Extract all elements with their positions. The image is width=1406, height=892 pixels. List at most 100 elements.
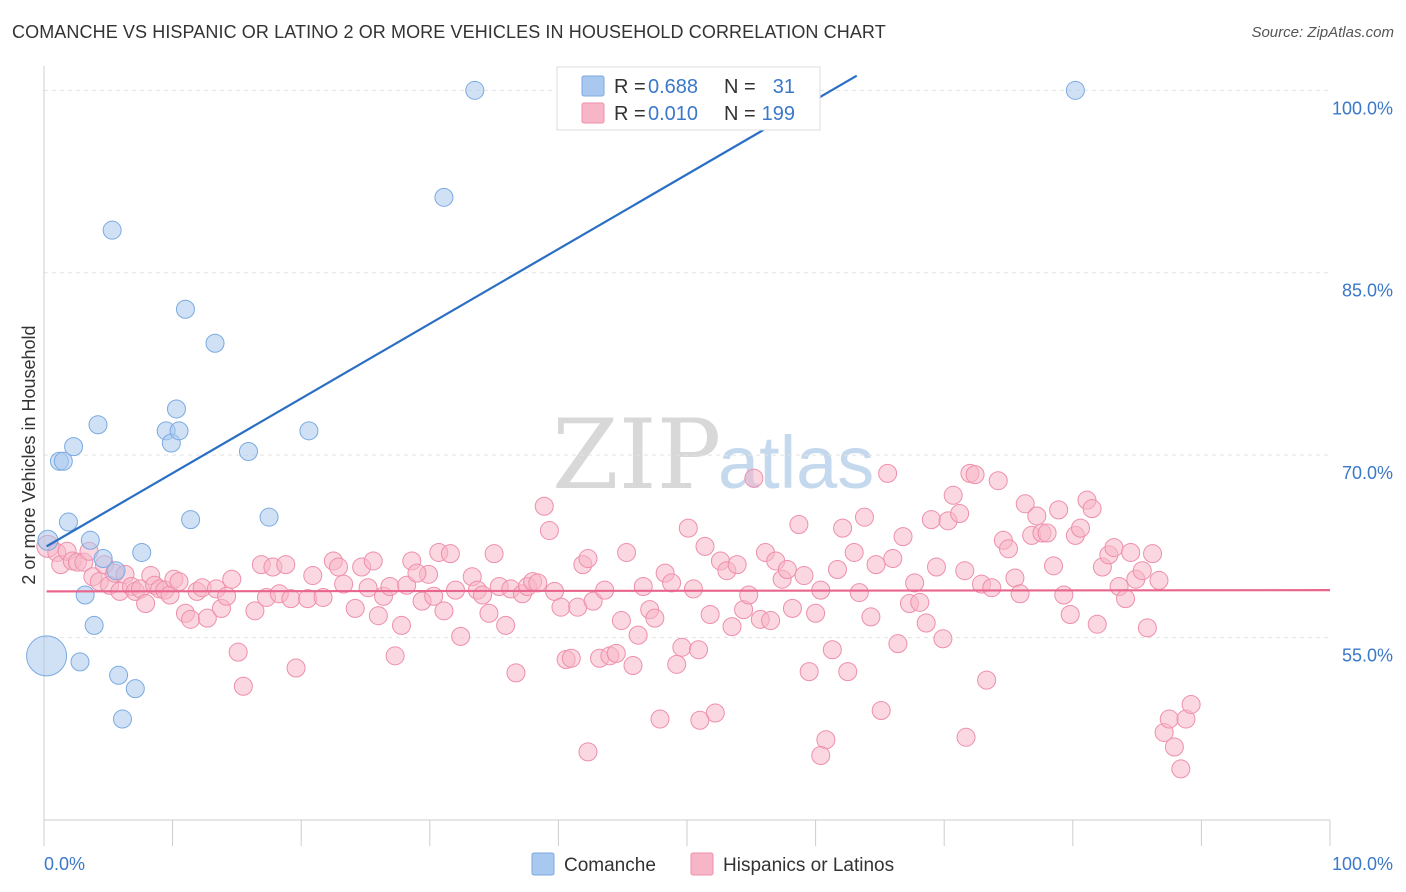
data-point — [561, 648, 581, 668]
data-point — [205, 333, 225, 353]
data-point — [534, 496, 554, 516]
data-point — [678, 518, 698, 538]
bottom-legend-label-comanche: Comanche — [564, 855, 656, 876]
trend-line-hispanics — [46, 589, 1331, 593]
y-tick-label: 55.0% — [1342, 646, 1393, 666]
data-point — [551, 597, 571, 617]
data-point — [368, 606, 388, 626]
legend-r-value-hispanics: 0.010 — [648, 103, 698, 125]
data-point — [299, 421, 319, 441]
legend-n-label-hispanics: N = — [724, 103, 756, 125]
data-point — [64, 437, 84, 457]
data-point — [982, 578, 1002, 598]
data-point — [617, 542, 637, 562]
data-point — [1027, 506, 1047, 526]
bottom-legend-label-hispanics: Hispanics or Latinos — [723, 855, 894, 876]
trend-layer — [46, 74, 1331, 593]
data-point — [910, 592, 930, 612]
bottom-legend-swatch-hispanics — [690, 852, 714, 876]
data-point — [53, 451, 73, 471]
data-point — [407, 563, 427, 583]
data-point — [916, 613, 936, 633]
legend-r-value-comanche: 0.688 — [648, 76, 698, 98]
data-point — [739, 585, 759, 605]
data-point — [233, 676, 253, 696]
data-point — [650, 709, 670, 729]
data-point — [1149, 570, 1169, 590]
data-point — [838, 662, 858, 682]
data-point — [700, 604, 720, 624]
data-point — [1005, 568, 1025, 588]
data-point — [1015, 494, 1035, 514]
data-point — [695, 536, 715, 556]
data-point — [1049, 500, 1069, 520]
data-point — [1065, 80, 1085, 100]
data-point — [303, 566, 323, 586]
data-point — [380, 577, 400, 597]
data-point — [175, 299, 195, 319]
data-point — [761, 611, 781, 631]
source-credit: Source: ZipAtlas.com — [1251, 24, 1394, 41]
stats-legend: R = 0.688 N = 31 R = 0.010 N = 199 — [556, 66, 821, 131]
data-point — [999, 539, 1018, 559]
data-point — [93, 549, 113, 569]
data-point — [1171, 759, 1191, 779]
data-point — [479, 603, 499, 623]
data-point — [849, 583, 869, 603]
data-point — [633, 577, 653, 597]
data-point — [434, 187, 454, 207]
data-point — [672, 637, 692, 657]
data-point — [806, 603, 826, 623]
data-point — [578, 549, 598, 569]
data-point — [921, 510, 941, 530]
data-point — [871, 701, 891, 721]
watermark: ZIP atlas — [552, 399, 874, 511]
data-point — [1054, 585, 1074, 605]
data-point — [136, 594, 156, 614]
data-point — [926, 557, 946, 577]
data-point — [169, 421, 189, 441]
data-point — [794, 566, 814, 586]
y-tick-label: 100.0% — [1332, 98, 1393, 118]
trend-line-comanche — [46, 74, 858, 548]
data-point — [943, 485, 963, 505]
axes: 55.0% 70.0% 85.0% 100.0% 0.0% 100.0% — [43, 66, 1393, 874]
data-point — [878, 463, 898, 483]
x-tick-label: 0.0% — [44, 854, 85, 874]
data-point — [888, 634, 908, 654]
data-point — [125, 679, 145, 699]
legend-n-value-hispanics: 199 — [762, 103, 795, 125]
data-point — [799, 662, 819, 682]
data-point — [181, 609, 201, 629]
data-point — [645, 608, 665, 628]
data-point — [1116, 589, 1136, 609]
data-point — [727, 555, 747, 575]
data-point — [833, 518, 853, 538]
data-point — [1044, 556, 1064, 576]
data-point — [1060, 604, 1080, 624]
data-point — [84, 615, 104, 635]
data-point — [1082, 499, 1102, 519]
data-point — [689, 640, 709, 660]
data-point — [667, 654, 687, 674]
data-point — [1137, 618, 1157, 638]
data-point — [75, 585, 95, 605]
data-point — [854, 507, 874, 527]
data-point — [1143, 544, 1163, 564]
data-point — [434, 601, 454, 621]
x-tick-label: 100.0% — [1332, 854, 1393, 874]
data-point — [578, 742, 598, 762]
data-point — [777, 559, 797, 579]
data-point — [228, 642, 248, 662]
data-point — [844, 542, 864, 562]
data-point — [1037, 523, 1057, 543]
data-point — [1159, 709, 1179, 729]
data-point — [276, 555, 296, 575]
data-point — [328, 557, 348, 577]
data-point — [782, 598, 802, 618]
data-point — [977, 670, 997, 690]
data-point — [58, 512, 78, 532]
data-point — [451, 626, 471, 646]
data-point — [169, 572, 189, 592]
data-point — [102, 220, 122, 240]
